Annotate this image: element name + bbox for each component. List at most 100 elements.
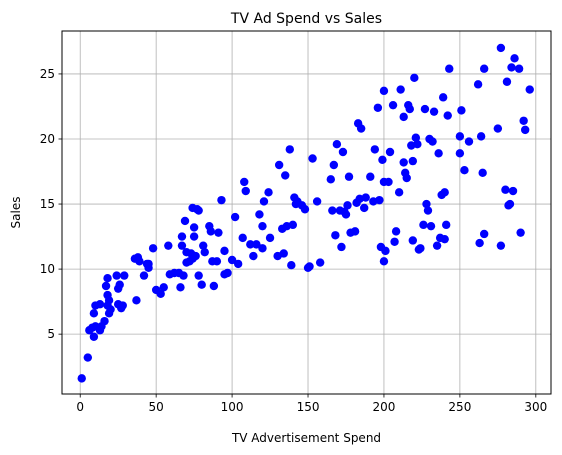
data-point <box>526 85 534 93</box>
data-point <box>176 283 184 291</box>
data-point <box>434 149 442 157</box>
data-point <box>371 145 379 153</box>
data-point <box>351 227 359 235</box>
data-point <box>181 217 189 225</box>
data-point <box>409 236 417 244</box>
data-point <box>90 309 98 317</box>
data-point <box>191 252 199 260</box>
data-point <box>287 261 295 269</box>
data-point <box>179 271 187 279</box>
data-point <box>395 188 403 196</box>
data-point <box>194 206 202 214</box>
y-axis-label: Sales <box>9 197 23 229</box>
data-point <box>240 178 248 186</box>
data-point <box>521 126 529 134</box>
data-point <box>378 156 386 164</box>
data-point <box>90 333 98 341</box>
data-point <box>260 197 268 205</box>
data-point <box>384 178 392 186</box>
data-point <box>366 173 374 181</box>
data-point <box>281 171 289 179</box>
data-point <box>510 54 518 62</box>
data-point <box>112 271 120 279</box>
data-point <box>120 271 128 279</box>
data-point <box>497 44 505 52</box>
data-point <box>424 206 432 214</box>
data-point <box>474 80 482 88</box>
data-point <box>456 132 464 140</box>
data-point <box>144 260 152 268</box>
data-point <box>507 63 515 71</box>
data-point <box>102 282 110 290</box>
data-point <box>103 274 111 282</box>
data-point <box>399 113 407 121</box>
data-point <box>375 196 383 204</box>
data-point <box>433 241 441 249</box>
data-point <box>280 249 288 257</box>
data-point <box>301 205 309 213</box>
data-point <box>519 117 527 125</box>
data-point <box>198 281 206 289</box>
data-point <box>96 300 104 308</box>
x-tick-label: 250 <box>448 400 471 414</box>
data-point <box>444 111 452 119</box>
data-point <box>220 247 228 255</box>
data-point <box>516 228 524 236</box>
data-point <box>465 137 473 145</box>
x-tick-label: 300 <box>524 400 547 414</box>
data-point <box>78 374 86 382</box>
data-point <box>503 78 511 86</box>
data-point <box>135 257 143 265</box>
data-point <box>421 105 429 113</box>
data-point <box>201 248 209 256</box>
data-point <box>381 247 389 255</box>
data-point <box>337 243 345 251</box>
x-tick-label: 0 <box>76 400 84 414</box>
y-tick-label: 20 <box>40 132 55 146</box>
data-point <box>305 262 313 270</box>
data-point <box>362 193 370 201</box>
data-point <box>343 201 351 209</box>
data-point <box>190 232 198 240</box>
data-point <box>266 234 274 242</box>
data-point <box>255 210 263 218</box>
data-point <box>178 232 186 240</box>
data-point <box>396 85 404 93</box>
data-point <box>264 188 272 196</box>
data-point <box>308 154 316 162</box>
data-point <box>160 283 168 291</box>
data-point <box>331 231 339 239</box>
data-point <box>242 187 250 195</box>
data-point <box>403 174 411 182</box>
y-tick-label: 10 <box>40 262 55 276</box>
data-point <box>190 223 198 231</box>
data-point <box>84 353 92 361</box>
data-point <box>509 187 517 195</box>
data-point <box>214 228 222 236</box>
data-point <box>445 65 453 73</box>
data-point <box>506 200 514 208</box>
data-point <box>330 161 338 169</box>
data-point <box>234 260 242 268</box>
data-point <box>132 296 140 304</box>
data-point <box>105 296 113 304</box>
data-point <box>345 173 353 181</box>
data-point <box>164 241 172 249</box>
data-point <box>213 257 221 265</box>
data-point <box>475 239 483 247</box>
data-point <box>106 305 114 313</box>
data-point <box>390 238 398 246</box>
data-point <box>328 206 336 214</box>
data-point <box>515 65 523 73</box>
data-point <box>457 106 465 114</box>
data-point <box>428 137 436 145</box>
data-point <box>342 210 350 218</box>
data-point <box>497 241 505 249</box>
data-point <box>439 93 447 101</box>
data-point <box>480 230 488 238</box>
data-point <box>239 234 247 242</box>
data-point <box>410 74 418 82</box>
data-point <box>399 158 407 166</box>
data-point <box>223 269 231 277</box>
